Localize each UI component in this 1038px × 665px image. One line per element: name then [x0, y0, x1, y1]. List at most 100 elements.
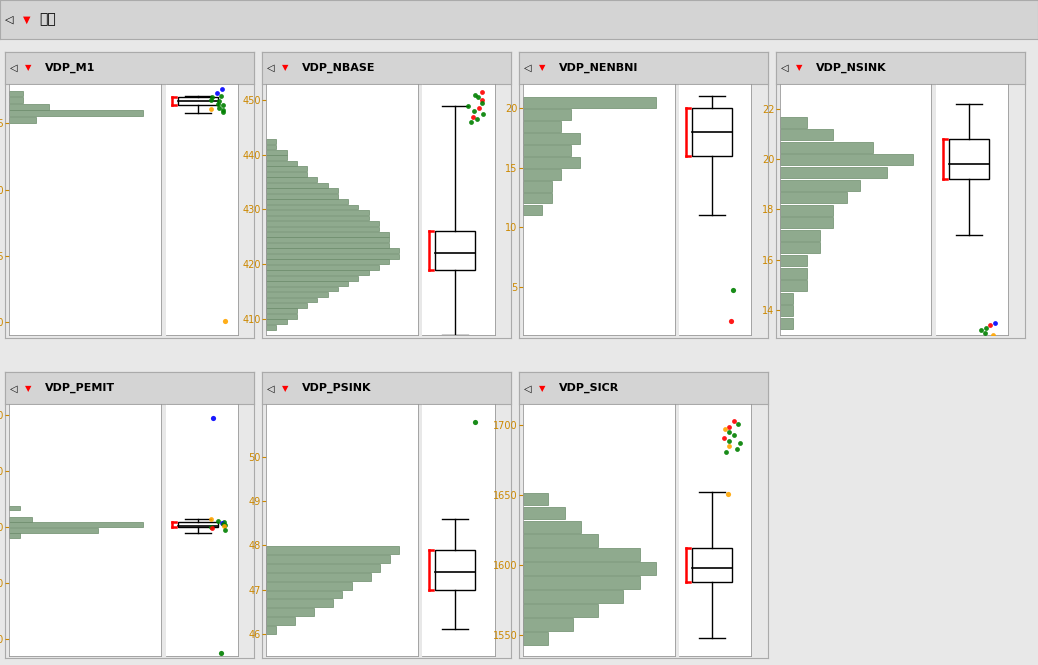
- Point: [727, 430, 743, 440]
- Point: [204, 413, 221, 424]
- Point: [469, 114, 486, 124]
- Point: [725, 285, 741, 295]
- Bar: [435, 550, 475, 590]
- Bar: [266, 254, 400, 259]
- Bar: [266, 139, 276, 144]
- Bar: [781, 167, 886, 178]
- Bar: [949, 139, 989, 180]
- Point: [973, 325, 989, 335]
- Bar: [523, 205, 542, 215]
- Text: ◁: ◁: [5, 14, 13, 25]
- Bar: [523, 97, 656, 108]
- Text: ◁: ◁: [267, 63, 275, 73]
- Bar: [523, 549, 639, 561]
- Bar: [266, 608, 313, 616]
- Bar: [523, 181, 552, 192]
- Point: [720, 427, 737, 438]
- Bar: [266, 319, 286, 325]
- Text: VDP_NSINK: VDP_NSINK: [816, 63, 886, 73]
- Point: [211, 102, 227, 113]
- Bar: [9, 533, 21, 539]
- Text: ▼: ▼: [796, 63, 802, 72]
- Point: [978, 323, 994, 333]
- Point: [474, 108, 491, 119]
- Point: [466, 106, 483, 116]
- Bar: [781, 192, 847, 203]
- Text: VDP_NBASE: VDP_NBASE: [302, 63, 376, 73]
- Bar: [266, 276, 358, 281]
- Bar: [781, 293, 793, 304]
- Bar: [266, 564, 381, 572]
- Point: [976, 327, 992, 338]
- Bar: [266, 582, 352, 590]
- Text: ▼: ▼: [282, 384, 289, 393]
- Point: [986, 317, 1003, 328]
- Bar: [266, 200, 348, 204]
- Bar: [266, 599, 333, 607]
- Text: VDP_M1: VDP_M1: [45, 63, 95, 73]
- Point: [463, 117, 480, 128]
- Bar: [266, 194, 338, 199]
- Point: [214, 517, 230, 528]
- Point: [213, 90, 229, 101]
- Point: [731, 438, 747, 449]
- Text: ◁: ◁: [781, 63, 789, 73]
- Point: [719, 488, 736, 499]
- Bar: [266, 237, 389, 242]
- Point: [727, 416, 743, 426]
- Bar: [781, 280, 807, 291]
- Text: ▼: ▼: [25, 384, 31, 393]
- Bar: [523, 535, 598, 547]
- Text: ▼: ▼: [539, 63, 545, 72]
- Point: [209, 88, 225, 98]
- Text: ◁: ◁: [10, 63, 18, 73]
- Bar: [523, 577, 639, 589]
- Bar: [177, 97, 218, 105]
- Bar: [9, 522, 142, 527]
- Point: [215, 521, 231, 531]
- Point: [715, 432, 732, 443]
- Bar: [781, 255, 807, 266]
- Bar: [266, 287, 338, 291]
- Bar: [266, 172, 307, 177]
- Point: [717, 424, 734, 435]
- Bar: [266, 259, 389, 264]
- Point: [216, 315, 233, 326]
- Bar: [781, 142, 873, 153]
- Bar: [523, 109, 571, 120]
- Bar: [523, 193, 552, 203]
- Bar: [266, 166, 307, 171]
- Point: [721, 441, 738, 452]
- Bar: [781, 305, 793, 317]
- Bar: [266, 183, 328, 188]
- Bar: [781, 205, 834, 215]
- Bar: [266, 617, 295, 625]
- Bar: [9, 117, 36, 123]
- Point: [986, 337, 1003, 348]
- Bar: [266, 314, 297, 319]
- Bar: [781, 267, 807, 279]
- Bar: [266, 205, 358, 209]
- Point: [214, 84, 230, 94]
- Text: 分布: 分布: [39, 12, 56, 27]
- Bar: [266, 626, 276, 634]
- Bar: [523, 563, 656, 575]
- Bar: [9, 505, 21, 511]
- Point: [215, 105, 231, 116]
- Bar: [523, 591, 623, 602]
- Bar: [523, 145, 571, 156]
- Point: [215, 100, 231, 110]
- Bar: [781, 154, 913, 166]
- Bar: [523, 507, 565, 519]
- Bar: [266, 547, 400, 554]
- Bar: [523, 632, 548, 644]
- Text: VDP_SICR: VDP_SICR: [558, 383, 619, 394]
- Bar: [266, 249, 400, 253]
- Bar: [266, 188, 338, 193]
- Point: [213, 648, 229, 658]
- Bar: [266, 161, 297, 166]
- Text: VDP_PEMIT: VDP_PEMIT: [45, 383, 115, 394]
- Text: ◁: ◁: [524, 383, 531, 394]
- Point: [718, 446, 735, 457]
- Point: [216, 516, 233, 527]
